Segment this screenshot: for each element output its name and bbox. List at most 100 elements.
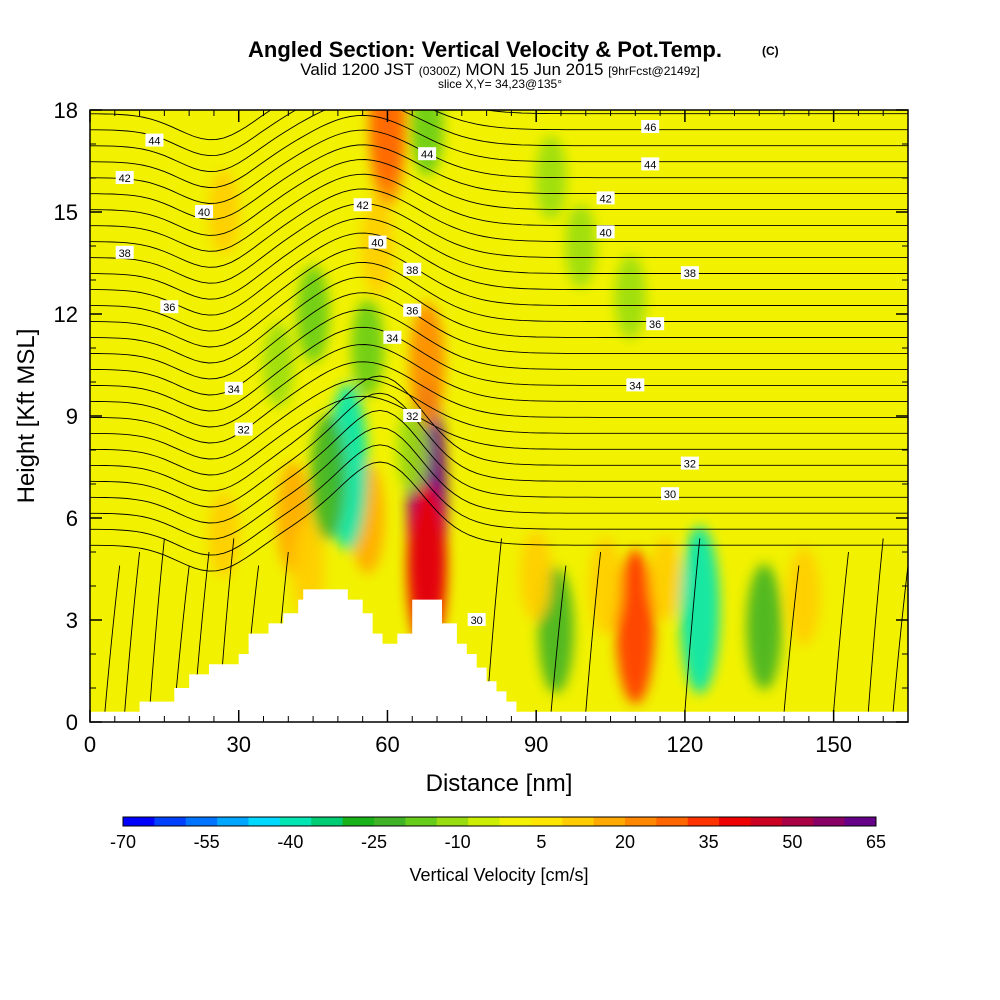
- contour-label-box: [680, 266, 699, 280]
- colorbar-swatch-21: [781, 817, 814, 826]
- colorbar-tick-label-0: -70: [110, 832, 136, 852]
- colorbar-swatch-1: [154, 817, 187, 826]
- isentrope-lower-15: [892, 565, 908, 712]
- isentrope-lower-9: [550, 565, 567, 712]
- contour-label-5: 34: [224, 381, 243, 396]
- contour-label-box: [680, 456, 699, 470]
- x-axis-label: Distance [nm]: [426, 770, 573, 797]
- x-tick-label-2: 60: [375, 732, 399, 757]
- contour-label-box: [234, 422, 253, 436]
- isentrope-lower-2: [149, 538, 165, 712]
- contour-label-4: 36: [160, 300, 179, 314]
- colorbar-swatch-12: [499, 817, 532, 826]
- contour-label-box: [383, 330, 402, 344]
- colorbar-swatch-0: [123, 817, 155, 826]
- contour-label-box: [115, 171, 134, 184]
- colorbar-tick-label-1: -55: [194, 832, 220, 852]
- slice-label: slice X,Y= 34,23@135°: [438, 77, 562, 91]
- isentrope-12: [90, 292, 908, 380]
- contour-label-box: [596, 225, 615, 239]
- contour-label-box: [115, 245, 134, 259]
- velocity-cell-17: [589, 537, 622, 635]
- isentrope-21: [90, 159, 908, 236]
- contour-label-box: [368, 235, 387, 249]
- contour-label-19: 36: [646, 317, 665, 331]
- contour-label-text: 30: [664, 489, 676, 501]
- colorbar-swatch-4: [248, 817, 281, 826]
- isentrope-10: [90, 326, 908, 412]
- isentrope-14: [90, 262, 908, 348]
- contour-label-text: 38: [119, 248, 131, 260]
- colorbar-swatch-3: [217, 817, 249, 826]
- y-tick-label-5: 15: [54, 200, 78, 225]
- y-axis-label: Height [Kft MSL]: [13, 329, 40, 504]
- contour-label-1: 42: [115, 171, 134, 185]
- isentrope-lower-1: [124, 551, 141, 712]
- contour-label-text: 36: [406, 306, 418, 318]
- velocity-cell-13: [262, 323, 294, 407]
- isentrope-4: [90, 392, 908, 508]
- contour-label-9: 38: [403, 262, 422, 277]
- contour-label-box: [646, 317, 665, 331]
- contour-label-17: 40: [596, 225, 615, 239]
- isentrope-18: [90, 203, 908, 284]
- x-tick-label-4: 120: [667, 732, 704, 757]
- contour-label-text: 44: [644, 159, 656, 171]
- contour-label-text: 38: [684, 268, 696, 280]
- velocity-cell-21: [520, 531, 552, 621]
- valid-zulu: (0300Z): [419, 64, 461, 78]
- isentrope-9: [90, 344, 908, 428]
- contour-label-box: [596, 191, 615, 205]
- contour-label-text: 40: [371, 238, 383, 250]
- isentrope-8: [90, 361, 908, 444]
- colorbar-swatch-14: [562, 817, 595, 826]
- colorbar-tick-label-4: -10: [445, 832, 471, 852]
- contour-label-box: [661, 487, 680, 501]
- contour-label-text: 42: [357, 200, 369, 212]
- isentrope-6: [90, 395, 908, 476]
- contour-label-text: 44: [148, 136, 160, 148]
- isentrope-3: [90, 409, 908, 524]
- colorbar-swatch-9: [405, 817, 438, 826]
- velocity-cell-18: [679, 525, 720, 694]
- isentrope-25: [90, 110, 908, 173]
- velocity-cell-8: [396, 408, 428, 492]
- colorbar-swatch-7: [342, 817, 375, 826]
- contour-label-text: 44: [421, 149, 433, 161]
- colorbar-swatch-17: [656, 817, 689, 826]
- contour-label-text: 34: [228, 384, 240, 396]
- isentrope-lower-14: [867, 538, 884, 712]
- contour-label-21: 32: [680, 456, 699, 471]
- contour-label-text: 32: [684, 459, 696, 471]
- colorbar-swatch-11: [468, 817, 500, 826]
- isentrope-lower-10: [585, 551, 602, 712]
- isentrope-26: [90, 110, 908, 157]
- contour-label-box: [160, 300, 179, 314]
- isentrope-15: [90, 247, 908, 332]
- x-tick-label-0: 0: [84, 732, 96, 757]
- colorbar-swatch-22: [813, 817, 846, 826]
- contour-label-8: 40: [368, 235, 387, 250]
- colorbar-swatch-15: [593, 817, 626, 826]
- velocity-cell-12: [296, 265, 330, 363]
- colorbar-swatch-13: [530, 817, 563, 826]
- contour-label-box: [641, 120, 660, 133]
- velocity-cell-24: [565, 204, 597, 288]
- velocity-cell-20: [787, 547, 821, 646]
- isentrope-lower-12: [783, 565, 800, 712]
- contour-label-16: 42: [596, 191, 615, 205]
- velocity-cell-22: [649, 537, 681, 622]
- contour-label-box: [403, 409, 422, 422]
- contour-label-text: 38: [406, 265, 418, 277]
- contour-label-box: [145, 133, 164, 147]
- x-tick-label-5: 150: [815, 732, 852, 757]
- pot-temp-contours: [90, 110, 908, 712]
- colorbar-swatch-5: [279, 817, 312, 826]
- isentrope-23: [90, 129, 908, 204]
- contour-label-text: 42: [599, 193, 611, 205]
- forecast-label: [9hrFcst@2149z]: [608, 64, 700, 78]
- colorbar-swatch-16: [625, 817, 657, 826]
- contour-label-0: 44: [145, 133, 164, 148]
- contour-label-20: 34: [626, 378, 645, 392]
- valid-time-line: Valid 1200 JST (0300Z) MON 15 Jun 2015 […: [300, 60, 700, 79]
